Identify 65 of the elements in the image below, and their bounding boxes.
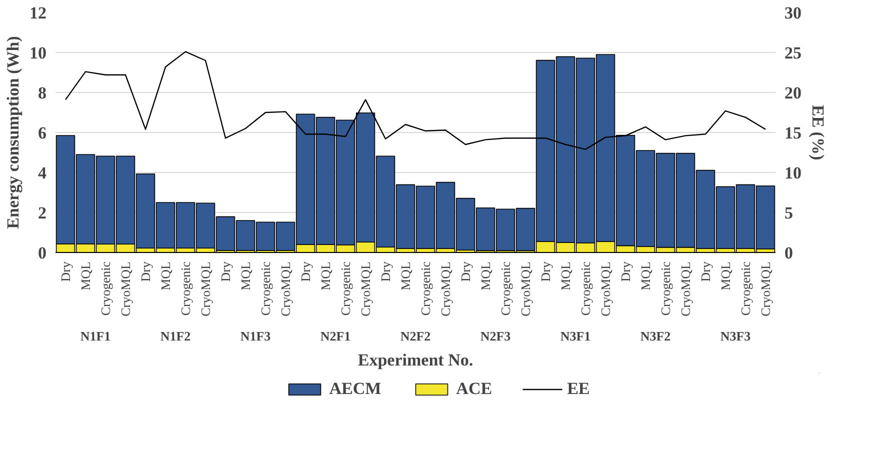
y-tick-label: 4 — [38, 164, 47, 182]
x-tick-label: Cryogenic — [658, 261, 673, 316]
x-tick-label: CryoMQL — [438, 261, 453, 316]
x-tick-label: MQL — [158, 261, 173, 290]
y-axis-title: Energy consumption (Wh) — [4, 36, 22, 229]
x-tick-label: Cryogenic — [338, 261, 353, 316]
text: N1F2 — [160, 328, 191, 344]
x-tick-label: Cryogenic — [98, 261, 113, 316]
y-tick-label: 2 — [38, 204, 46, 222]
x-tick-label: MQL — [238, 261, 253, 290]
x-tick-label: Cryogenic — [738, 261, 753, 316]
x-tick-label: Dry — [58, 261, 73, 282]
text: N3F2 — [640, 328, 671, 344]
x-tick-label: Cryogenic — [578, 261, 593, 316]
x-tick-label: CryoMQL — [758, 261, 773, 316]
x-tick-label: MQL — [718, 261, 733, 290]
text: N1F1 — [80, 328, 111, 344]
x-tick-label: Cryogenic — [178, 261, 193, 316]
x-tick-label: Dry — [618, 261, 633, 282]
x-tick-label: MQL — [398, 261, 413, 290]
legend-label: EE — [567, 379, 590, 399]
text: N2F1 — [320, 328, 351, 344]
x-tick-label: Dry — [378, 261, 393, 282]
x-tick-label: CryoMQL — [678, 261, 693, 316]
y2-tick-label: 10 — [784, 164, 802, 182]
y2-tick-label: 30 — [784, 4, 802, 22]
x-tick-label: MQL — [638, 261, 653, 290]
x-tick-label: CryoMQL — [118, 261, 133, 316]
x-tick-label: MQL — [78, 261, 93, 290]
y-tick-label: 10 — [30, 44, 46, 62]
x-tick-label: Cryogenic — [418, 261, 433, 316]
x-tick-label: Dry — [698, 261, 713, 282]
y-tick-label: 6 — [38, 124, 46, 142]
text: N2F3 — [480, 328, 512, 344]
y2-tick-label: 20 — [784, 84, 802, 102]
y2-tick-label: 5 — [784, 204, 793, 222]
text: N1F3 — [240, 328, 272, 344]
y2-tick-label: 15 — [784, 124, 802, 142]
y-tick-label: 8 — [38, 84, 46, 102]
legend-label: AECM — [329, 379, 382, 399]
x-tick-label: CryoMQL — [598, 261, 613, 316]
x-tick-label: MQL — [558, 261, 573, 290]
x-tick-label: MQL — [318, 261, 333, 290]
y2-tick-label: 25 — [784, 44, 802, 62]
y-tick-label: 12 — [30, 4, 46, 22]
y2-tick-label: 0 — [784, 244, 793, 262]
x-tick-label: Dry — [298, 261, 313, 282]
x-tick-label: Cryogenic — [498, 261, 513, 316]
x-tick-label: Dry — [218, 261, 233, 282]
legend-label: ACE — [456, 379, 492, 399]
x-tick-label: MQL — [478, 261, 493, 290]
x-tick-label: CryoMQL — [358, 261, 373, 316]
x-tick-label: CryoMQL — [198, 261, 213, 316]
x-tick-label: Dry — [138, 261, 153, 282]
x-tick-label: CryoMQL — [518, 261, 533, 316]
x-tick-label: Dry — [538, 261, 553, 282]
text: N2F2 — [400, 328, 431, 344]
x-tick-label: Cryogenic — [258, 261, 273, 316]
y-tick-label: 0 — [38, 244, 46, 262]
text: N3F1 — [560, 328, 591, 344]
y2-axis-title: EE (%) — [808, 104, 828, 160]
x-tick-label: CryoMQL — [278, 261, 293, 316]
text: N3F3 — [720, 328, 752, 344]
x-axis-title: Experiment No. — [358, 350, 474, 370]
x-tick-label: Dry — [458, 261, 473, 282]
